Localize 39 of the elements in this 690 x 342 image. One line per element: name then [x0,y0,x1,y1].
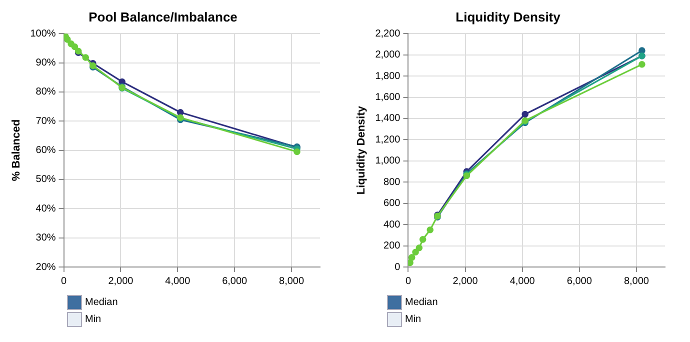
y-tick-label: 1,400 [375,113,401,124]
text: Median [405,297,438,308]
y-tick-label: 80% [36,86,56,98]
y-tick-label: 100% [30,28,56,40]
y-axis-title: Liquidity Density [356,105,368,195]
y-tick-label: 60% [36,145,56,156]
y-tick-label: 1,200 [375,134,401,146]
y-tick-label: 1,800 [375,70,401,82]
y-tick-label: 50% [36,174,56,186]
y-tick-label: 2,000 [375,50,401,61]
y-tick-label: 70% [36,116,56,127]
y-tick-label: 30% [36,232,56,244]
x-tick-label: 6,000 [222,276,248,287]
y-tick-label: 2,200 [375,28,401,40]
text: Min [85,314,102,325]
x-tick-label: 0 [60,276,67,287]
y-tick-label: 1,000 [375,156,401,167]
x-tick-label: 8,000 [279,276,304,287]
x-tick-label: 4,000 [165,276,191,287]
y-tick-label: 600 [384,198,401,210]
y-tick-label: 800 [384,176,401,188]
x-tick-label: 8,000 [624,276,650,287]
y-tick-label: 0 [394,262,401,273]
x-tick-label: 2,000 [452,276,478,287]
text: Median [85,297,118,308]
y-tick-label: 1,600 [375,92,401,104]
text: Min [405,314,422,325]
y-tick-label: 20% [36,262,56,273]
x-tick-label: 4,000 [510,276,536,287]
chart-title: Liquidity Density [456,9,562,24]
x-tick-label: 2,000 [108,276,134,287]
y-tick-label: 90% [36,58,56,69]
y-axis-title: % Balanced [10,119,23,182]
chart-title: Pool Balance/Imbalance [88,9,238,24]
x-tick-label: 0 [405,276,412,287]
y-tick-label: 200 [384,240,401,252]
x-tick-label: 6,000 [566,276,592,287]
y-tick-label: 400 [384,219,401,230]
y-tick-label: 40% [36,203,56,214]
